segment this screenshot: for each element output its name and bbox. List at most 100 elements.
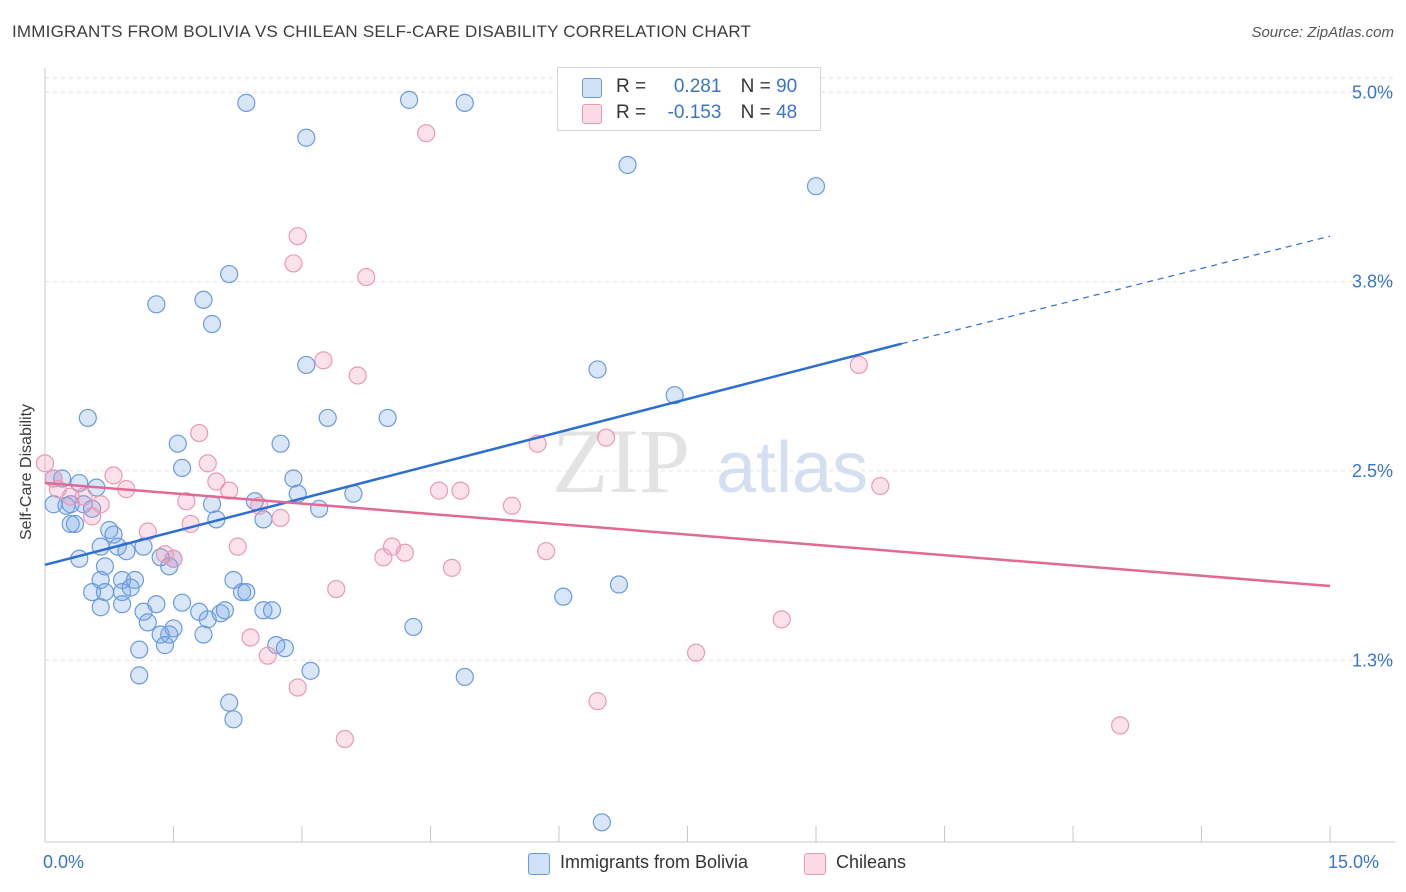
bolivia-trend-extension <box>901 235 1331 345</box>
chilean-point <box>91 495 110 514</box>
bolivia-point <box>130 666 149 685</box>
chilean-point <box>502 496 521 515</box>
chilean-point <box>228 537 247 556</box>
y-axis-label: Self-Care Disability <box>18 403 35 540</box>
bolivia-point <box>91 598 110 617</box>
bolivia-point <box>262 601 282 620</box>
chilean-point <box>104 466 123 485</box>
chilean-point <box>314 351 333 370</box>
chilean-trend-line <box>44 481 1331 588</box>
legend-r-label: R = <box>616 102 647 123</box>
chilean-point <box>327 579 346 599</box>
bolivia-point <box>806 177 826 196</box>
chilean-point <box>588 692 607 711</box>
bolivia-point <box>194 625 213 644</box>
bolivia-point <box>284 469 303 488</box>
bolivia-point <box>455 93 474 112</box>
chilean-point <box>597 428 616 447</box>
bolivia-point <box>271 434 290 453</box>
chilean-point <box>207 472 226 491</box>
chilean-point <box>74 487 93 506</box>
chilean-point <box>288 227 307 246</box>
bolivia-point <box>104 525 123 544</box>
bolivia-point <box>220 264 239 284</box>
chilean-point <box>190 423 209 443</box>
chilean-point <box>138 522 157 541</box>
chilean-point <box>849 355 868 375</box>
chilean-point <box>348 366 367 385</box>
bolivia-point <box>618 155 637 175</box>
bolivia-point <box>194 290 213 309</box>
bolivia-point <box>297 128 316 147</box>
bolivia-point <box>378 408 397 428</box>
chilean-point <box>1111 716 1130 735</box>
x-tick-max: 15.0% <box>1328 852 1380 872</box>
bolivia-point <box>95 582 115 602</box>
bolivia-point <box>404 617 423 637</box>
chilean-point <box>417 124 436 143</box>
chilean-point <box>395 543 414 562</box>
trend-layer <box>44 235 1331 588</box>
y-tick-labels: 1.3% 2.5% 3.8% 5.0% <box>1352 82 1393 670</box>
bolivia-point <box>138 613 157 632</box>
bolivia-point <box>592 813 611 832</box>
bolivia-point <box>147 595 166 614</box>
bolivia-trend-line <box>44 342 902 567</box>
chilean-point <box>335 729 354 749</box>
bolivia-point <box>232 582 252 602</box>
chilean-point <box>686 643 706 662</box>
legend-r-value: -0.153 <box>667 102 722 123</box>
chilean-point <box>61 487 80 506</box>
chilean-point <box>271 508 290 527</box>
bolivia-point <box>554 587 573 606</box>
bolivia-point <box>297 355 316 375</box>
chilean-point <box>288 678 307 697</box>
legend-n-value: 48 <box>776 102 798 123</box>
legend-n-value: 90 <box>776 76 798 97</box>
chilean-point <box>220 481 239 500</box>
bolivia-point <box>220 693 239 712</box>
points-layer <box>35 90 1130 832</box>
x-tick-min: 0.0% <box>43 852 85 872</box>
bolivia-point <box>609 575 629 594</box>
bottom-legend-swatch-pink <box>804 853 826 875</box>
bolivia-point <box>151 625 170 644</box>
chilean-point <box>198 454 217 473</box>
bolivia-point <box>455 667 474 687</box>
bottom-legend-label: Immigrants from Bolivia <box>560 852 749 872</box>
chilean-point <box>429 481 449 500</box>
bolivia-point <box>78 408 97 428</box>
legend-r-value: 0.281 <box>673 76 722 97</box>
chilean-point <box>284 254 303 273</box>
chart-title: IMMIGRANTS FROM BOLIVIA VS CHILEAN SELF-… <box>12 22 752 41</box>
bolivia-point <box>147 295 166 314</box>
chilean-point <box>772 610 791 629</box>
bolivia-point <box>588 360 607 379</box>
bolivia-point <box>121 578 140 597</box>
bolivia-point <box>318 408 337 428</box>
bolivia-point <box>168 434 187 453</box>
bolivia-point <box>65 514 85 534</box>
chilean-point <box>35 454 55 473</box>
chilean-point <box>357 267 376 287</box>
bolivia-point <box>172 593 192 612</box>
bolivia-point <box>130 640 149 659</box>
legend-n-label: N = <box>740 102 771 123</box>
bolivia-point <box>224 710 243 729</box>
chilean-point <box>164 549 183 568</box>
chilean-point <box>451 481 470 500</box>
chilean-point <box>177 492 196 511</box>
bolivia-point <box>61 514 80 534</box>
legend-swatch-pink <box>582 104 602 124</box>
bolivia-point <box>83 582 102 602</box>
y-tick-label: 3.8% <box>1352 272 1393 292</box>
bolivia-point <box>310 499 329 518</box>
y-tick-label: 1.3% <box>1352 650 1393 670</box>
bolivia-point <box>155 636 175 655</box>
y-tick-label: 5.0% <box>1352 82 1393 102</box>
bottom-legend-label: Chileans <box>836 852 907 872</box>
chilean-point <box>241 628 260 647</box>
chilean-point <box>871 476 890 496</box>
legend-swatch-blue <box>582 78 602 98</box>
grid-layer <box>45 77 1395 661</box>
